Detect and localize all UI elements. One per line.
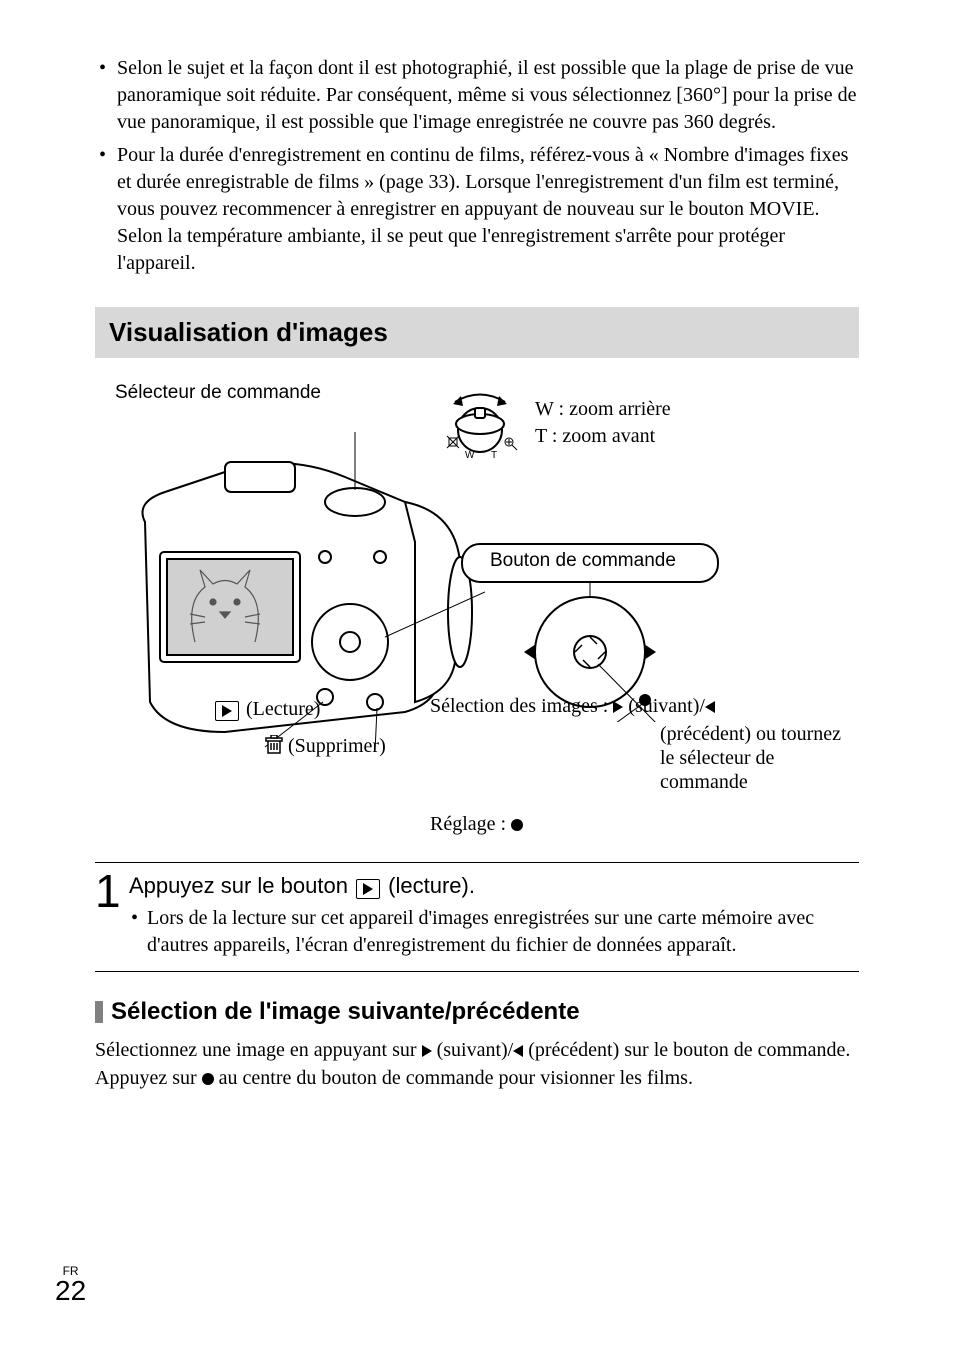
label-control-button: Bouton de commande (490, 550, 676, 573)
left-arrow-icon (705, 701, 715, 713)
bullet-item: Pour la durée d'enregistrement en contin… (95, 142, 859, 277)
subsection-heading-text: Sélection de l'image suivante/précédente (111, 998, 580, 1026)
text-seg: (suivant)/ (432, 1039, 514, 1061)
text-seg: Sélection des images : (430, 695, 613, 717)
subsection-heading: Sélection de l'image suivante/précédente (95, 998, 859, 1026)
heading-marker-icon (95, 1001, 103, 1023)
label-delete: (Supprimer) (265, 734, 386, 761)
label-zoom-t: T : zoom avant (535, 424, 655, 448)
step-title: Appuyez sur le bouton (lecture). (129, 873, 859, 899)
label-setting: Réglage : (430, 812, 523, 836)
step-number: 1 (95, 871, 129, 959)
play-icon (215, 701, 239, 721)
text-seg: Appuyez sur le bouton (129, 873, 354, 898)
text-seg: Réglage : (430, 813, 511, 835)
camera-diagram: W T Sélecteur de (95, 382, 855, 852)
trash-icon (265, 735, 283, 761)
subsection-paragraph: Sélectionnez une image en appuyant sur (… (95, 1036, 859, 1092)
step-sub-bullet: Lors de la lecture sur cet appareil d'im… (129, 905, 859, 959)
step-1: 1 Appuyez sur le bouton (lecture). Lors … (95, 862, 859, 959)
label-delete-text: (Supprimer) (288, 735, 386, 757)
intro-bullets: Selon le sujet et la façon dont il est p… (95, 55, 859, 277)
label-selector: Sélecteur de commande (115, 382, 321, 405)
text-seg: (précédent) ou tournez le sélecteur de c… (430, 722, 850, 794)
text-seg: Sélectionnez une image en appuyant sur (95, 1039, 422, 1061)
bullet-item: Selon le sujet et la façon dont il est p… (95, 55, 859, 136)
center-dot-icon (511, 819, 523, 831)
section-title: Visualisation d'images (95, 307, 859, 358)
dial-t-letter: T (491, 450, 497, 461)
text-seg: au centre du bouton de commande pour vis… (214, 1067, 693, 1089)
text-seg: (lecture). (382, 873, 475, 898)
label-image-selection: Sélection des images : (suivant)/ (précé… (430, 694, 850, 794)
label-playback-text: (Lecture) (246, 698, 320, 720)
label-playback: (Lecture) (213, 697, 320, 721)
play-icon (356, 879, 380, 899)
right-arrow-icon (422, 1045, 432, 1057)
right-arrow-icon (613, 701, 623, 713)
left-arrow-icon (513, 1045, 523, 1057)
text-seg: (suivant)/ (623, 695, 705, 717)
page-footer: FR 22 (55, 1265, 86, 1305)
center-dot-icon (202, 1073, 214, 1085)
footer-page-number: 22 (55, 1277, 86, 1305)
rule (95, 971, 859, 972)
zoom-dial-icon: W T (435, 382, 525, 462)
label-zoom-w: W : zoom arrière (535, 397, 671, 421)
dial-w-letter: W (465, 450, 475, 461)
